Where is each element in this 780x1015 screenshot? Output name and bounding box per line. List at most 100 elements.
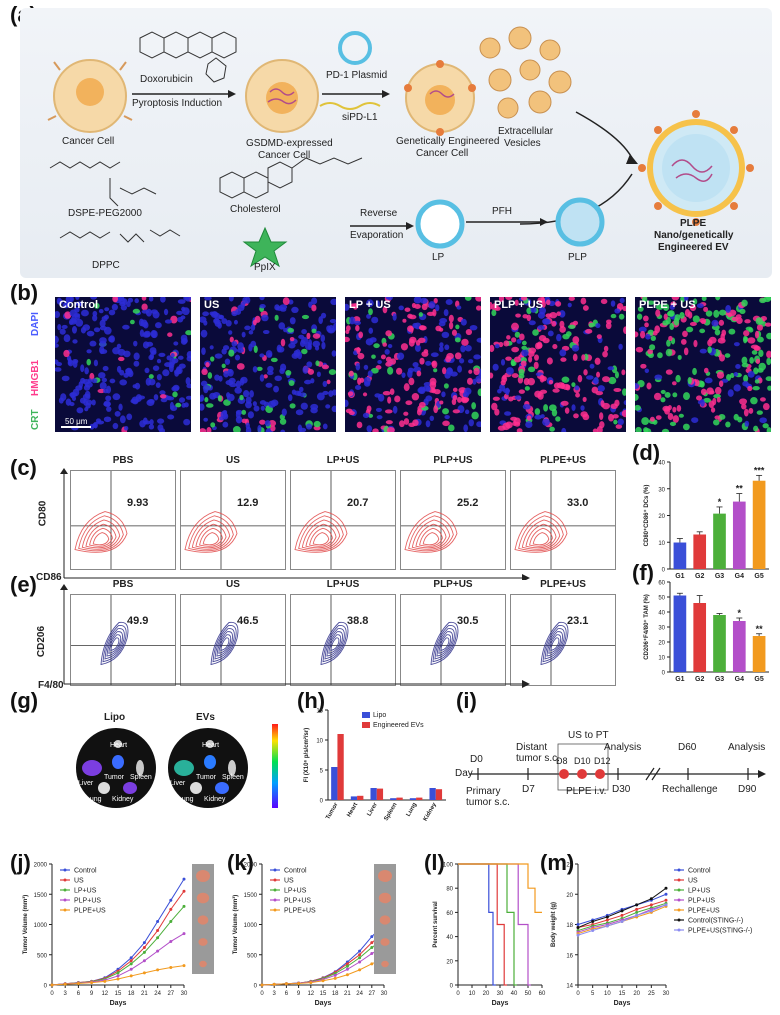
data-point — [345, 962, 349, 966]
data-point — [142, 971, 146, 975]
data-point — [169, 907, 173, 911]
legend-marker — [677, 928, 681, 932]
legend-marker — [273, 898, 277, 902]
label-pyroptosis: Pyroptosis Induction — [132, 98, 223, 109]
legend-label: PLPE+US — [74, 908, 106, 915]
legend-marker — [63, 898, 67, 902]
legend-marker — [63, 878, 67, 882]
y-tick-label: 20 — [658, 641, 665, 647]
micrograph-cells — [490, 297, 626, 432]
flow-density — [181, 595, 285, 685]
density-contour — [415, 523, 447, 549]
density-contour — [85, 523, 117, 549]
legend-marker — [273, 888, 277, 892]
x-tick-label: G1 — [675, 676, 684, 683]
x-tick-label: 24 — [154, 991, 161, 997]
significance-mark: ** — [756, 624, 764, 634]
y-tick-label: 1500 — [34, 893, 48, 899]
legend-label: US — [74, 878, 84, 885]
data-point — [103, 979, 107, 983]
label-doxorubicin: Doxorubicin — [140, 74, 193, 85]
data-point — [358, 968, 362, 972]
data-point — [142, 959, 146, 963]
micrograph-3: PLP + US — [490, 297, 626, 432]
data-point — [156, 968, 160, 972]
flow-plot-title: PLP+US — [433, 579, 473, 590]
x-tick-label: 15 — [619, 991, 626, 997]
data-point — [142, 941, 146, 945]
bar-lipo — [370, 788, 377, 800]
data-point — [116, 977, 120, 981]
x-tick-label: G4 — [735, 676, 744, 683]
density-contour — [188, 515, 234, 552]
x-tick-label: Heart — [346, 802, 359, 818]
data-point — [90, 981, 94, 985]
density-contour — [434, 628, 455, 660]
tl-d8: D8 — [556, 756, 568, 766]
flow-quadrant-value: 23.1 — [567, 615, 589, 627]
y-tick-label: 18 — [566, 923, 573, 929]
flow-density — [291, 471, 395, 569]
data-point — [182, 904, 186, 908]
data-point — [156, 929, 160, 933]
label-reverse: Reverse — [360, 208, 398, 219]
bar — [693, 534, 707, 569]
x-axis-label: Days — [492, 1000, 509, 1007]
data-point — [182, 932, 186, 936]
flow-plot-0: PBS 49.9 — [70, 579, 176, 686]
organ-tumor-2: Tumor — [196, 774, 216, 781]
y-tick-label: 5 — [320, 769, 324, 775]
tumor-specimen — [196, 892, 210, 904]
flow-plot-2: LP+US 20.7 — [290, 455, 396, 570]
micrograph-label: Control — [59, 299, 99, 311]
legend-label: US — [688, 878, 698, 885]
y-tick-label: 80 — [446, 887, 453, 893]
x-tick-label: Spleen — [384, 802, 399, 822]
y-tick-label: 1000 — [34, 923, 48, 929]
data-point — [358, 960, 362, 964]
x-tick-label: 3 — [273, 991, 277, 997]
bar-engineered-evs — [376, 788, 384, 800]
legend-label: PLPE+US — [688, 908, 720, 915]
density-contour — [89, 527, 113, 547]
flow-quadrant-value: 12.9 — [237, 497, 259, 509]
y-tick-label: 10 — [658, 541, 665, 547]
density-contour — [301, 519, 341, 550]
tl-distant-2: tumor s.c. — [516, 753, 560, 764]
y-tick-label: 0 — [662, 671, 666, 677]
data-point — [129, 959, 133, 963]
legend-marker — [677, 898, 681, 902]
y-tick-label: 20 — [566, 893, 573, 899]
organ-lung-2: Lung — [178, 796, 194, 803]
treatment-window — [557, 743, 609, 791]
flow-c-xaxis: CD86 — [36, 572, 62, 583]
flow-quadrant-value: 20.7 — [347, 497, 369, 509]
flow-plot-2: LP+US 38.8 — [290, 579, 396, 686]
data-point — [664, 886, 668, 890]
bar-engineered-evs — [337, 734, 344, 800]
density-contour — [408, 515, 454, 552]
x-tick-label: 15 — [115, 991, 122, 997]
y-tick-label: 30 — [658, 626, 665, 632]
label-pfh: PFH — [492, 206, 512, 217]
ev-cluster-graphic — [479, 26, 572, 119]
flow-quadrant-value: 49.9 — [127, 615, 149, 627]
tumor-specimen — [380, 938, 390, 946]
label-plpe-3: Engineered EV — [658, 242, 729, 253]
chart-k: 0 500 1000 1500 2000 0 3 6 9 12 15 18 21 24 27 30 Days Tu… — [232, 863, 396, 1007]
y-tick-label: 0 — [320, 799, 324, 805]
x-tick-label: 60 — [539, 991, 546, 997]
x-axis-label: Days — [110, 1000, 127, 1007]
stain-label-dapi: DAPI — [30, 312, 41, 336]
density-contour — [514, 511, 568, 553]
x-tick-label: 9 — [297, 991, 301, 997]
label-gsdmd-2: Cancer Cell — [258, 150, 311, 161]
density-contour — [202, 532, 220, 546]
x-tick-label: G1 — [675, 573, 684, 580]
bar-lipo — [409, 798, 417, 800]
label-plp: PLP — [568, 252, 587, 263]
x-tick-label: 18 — [332, 991, 339, 997]
data-point — [182, 889, 186, 893]
density-contour — [540, 621, 569, 666]
tl-d0: D0 — [470, 754, 483, 765]
